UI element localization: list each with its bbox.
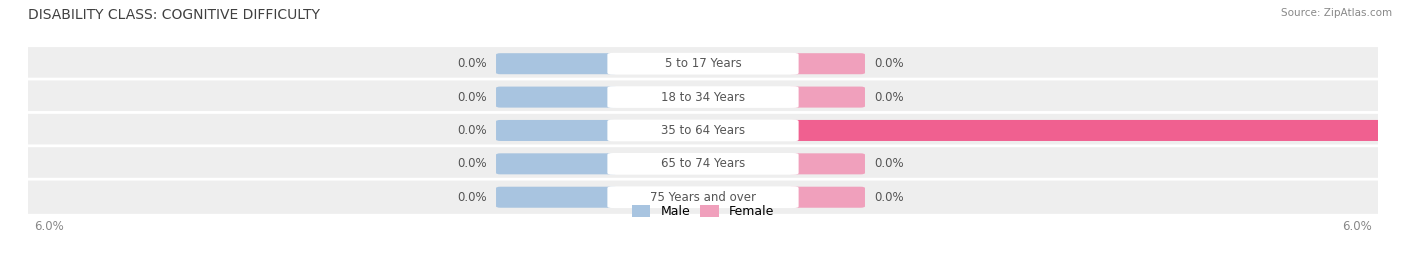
- FancyBboxPatch shape: [607, 120, 799, 141]
- Text: 65 to 74 Years: 65 to 74 Years: [661, 157, 745, 170]
- FancyBboxPatch shape: [20, 146, 1386, 182]
- Text: 18 to 34 Years: 18 to 34 Years: [661, 91, 745, 104]
- Text: 0.0%: 0.0%: [875, 57, 904, 70]
- Text: 0.0%: 0.0%: [457, 57, 486, 70]
- Text: 0.0%: 0.0%: [457, 91, 486, 104]
- FancyBboxPatch shape: [20, 46, 1386, 82]
- FancyBboxPatch shape: [789, 87, 865, 108]
- Text: 0.0%: 0.0%: [875, 157, 904, 170]
- Text: 5.7%: 5.7%: [1385, 124, 1406, 137]
- FancyBboxPatch shape: [607, 53, 799, 75]
- FancyBboxPatch shape: [607, 86, 799, 108]
- Text: 6.0%: 6.0%: [1343, 220, 1372, 233]
- Text: Source: ZipAtlas.com: Source: ZipAtlas.com: [1281, 8, 1392, 18]
- FancyBboxPatch shape: [20, 112, 1386, 148]
- FancyBboxPatch shape: [496, 87, 617, 108]
- FancyBboxPatch shape: [496, 187, 617, 208]
- Text: 6.0%: 6.0%: [34, 220, 63, 233]
- FancyBboxPatch shape: [789, 187, 865, 208]
- Text: 0.0%: 0.0%: [457, 124, 486, 137]
- FancyBboxPatch shape: [20, 79, 1386, 115]
- Text: 35 to 64 Years: 35 to 64 Years: [661, 124, 745, 137]
- Text: 0.0%: 0.0%: [457, 157, 486, 170]
- Legend: Male, Female: Male, Female: [627, 200, 779, 223]
- FancyBboxPatch shape: [496, 120, 617, 141]
- FancyBboxPatch shape: [607, 153, 799, 175]
- Text: 0.0%: 0.0%: [875, 91, 904, 104]
- Text: 5 to 17 Years: 5 to 17 Years: [665, 57, 741, 70]
- Text: 75 Years and over: 75 Years and over: [650, 191, 756, 204]
- FancyBboxPatch shape: [789, 120, 1406, 141]
- FancyBboxPatch shape: [789, 153, 865, 174]
- FancyBboxPatch shape: [20, 179, 1386, 215]
- Text: DISABILITY CLASS: COGNITIVE DIFFICULTY: DISABILITY CLASS: COGNITIVE DIFFICULTY: [28, 8, 321, 22]
- Text: 0.0%: 0.0%: [875, 191, 904, 204]
- FancyBboxPatch shape: [496, 53, 617, 74]
- FancyBboxPatch shape: [789, 53, 865, 74]
- FancyBboxPatch shape: [607, 186, 799, 208]
- FancyBboxPatch shape: [496, 153, 617, 174]
- Text: 0.0%: 0.0%: [457, 191, 486, 204]
